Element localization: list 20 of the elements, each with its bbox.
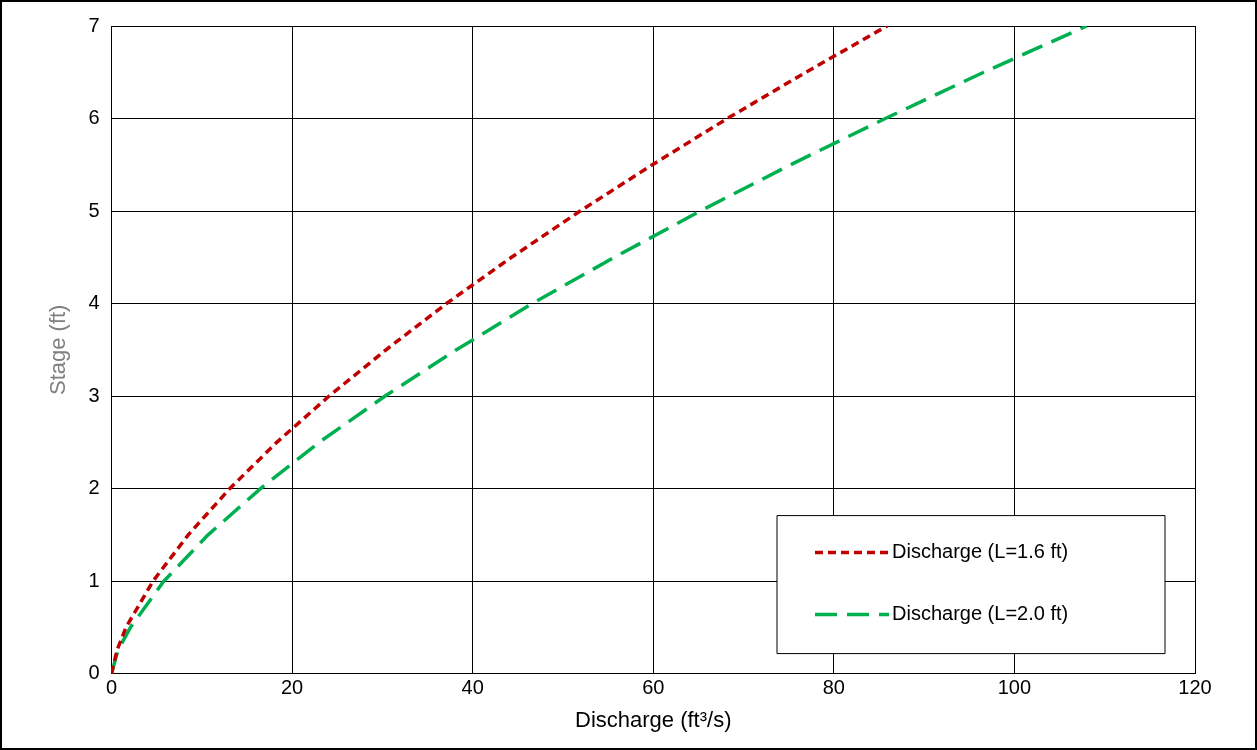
y-tick-label: 7 [88, 13, 100, 36]
y-tick-label: 6 [88, 106, 100, 129]
y-tick-label: 2 [88, 476, 100, 499]
y-tick-label: 1 [88, 568, 100, 591]
y-tick-label: 5 [88, 198, 100, 221]
x-tick-label: 100 [997, 676, 1032, 699]
legend-label: Discharge (L=2.0 ft) [892, 602, 1069, 625]
y-tick-label: 3 [88, 383, 100, 406]
x-tick-label: 120 [1178, 676, 1212, 699]
y-axis-title: Stage (ft) [45, 304, 71, 396]
x-tick-label: 40 [461, 676, 484, 699]
x-axis-title: Discharge (ft³/s) [575, 706, 732, 732]
x-tick-label: 60 [642, 676, 665, 699]
x-tick-label: 0 [105, 676, 118, 699]
x-tick-label: 20 [280, 676, 304, 699]
line-series [111, 26, 889, 674]
y-tick-label: 4 [88, 291, 100, 314]
x-tick-label: 80 [822, 676, 845, 699]
legend-label: Discharge (L=1.6 ft) [892, 540, 1069, 563]
y-tick-label: 0 [88, 661, 100, 684]
